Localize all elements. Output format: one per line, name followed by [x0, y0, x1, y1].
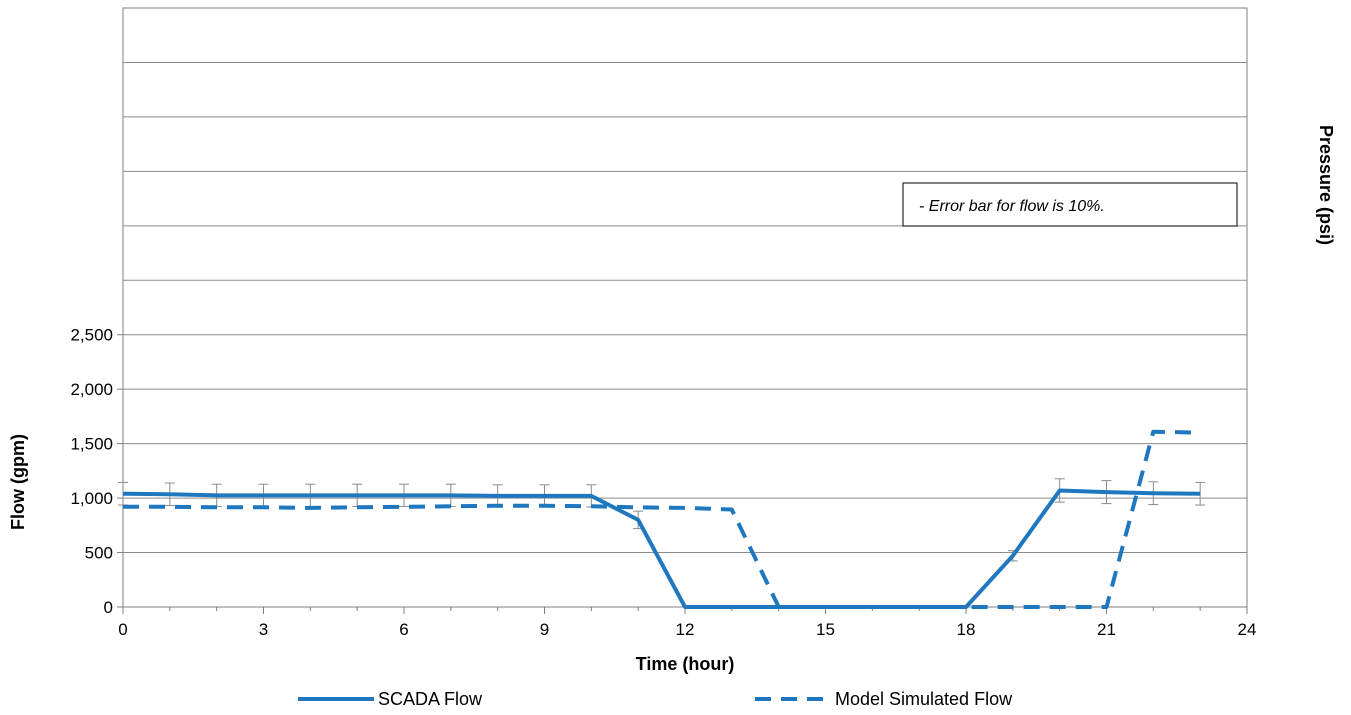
axes: 0 3 6 9 12 15 18 21 24 0 500 1,000 1,500 2,000 2,500: [70, 326, 1256, 639]
plot-area-border: [122, 7, 1248, 608]
legend-label: Model Simulated Flow: [835, 689, 1013, 709]
x-tick-label: 9: [540, 620, 549, 639]
x-axis-title: Time (hour): [636, 654, 735, 674]
annotation-box: - Error bar for flow is 10%.: [902, 182, 1238, 227]
y-tick-label: 2,500: [70, 326, 113, 345]
x-tick-label: 15: [816, 620, 835, 639]
error-bars: [118, 478, 1206, 562]
legend-label: SCADA Flow: [378, 689, 483, 709]
y-tick-label: 1,000: [70, 489, 113, 508]
x-tick-label: 0: [118, 620, 127, 639]
y-tick-label: 2,000: [70, 380, 113, 399]
x-tick-label: 12: [676, 620, 695, 639]
y2-axis-title: Pressure (psi): [1316, 125, 1336, 245]
x-tick-label: 21: [1097, 620, 1116, 639]
series-lines: [122, 429, 1201, 609]
gridlines: [123, 7, 1247, 608]
series-line-scada-flow: [122, 488, 1201, 609]
x-tick-label: 6: [399, 620, 408, 639]
y-tick-label: 0: [104, 598, 113, 617]
legend: SCADA Flow Model Simulated Flow: [298, 689, 1013, 709]
x-tick-label: 3: [259, 620, 268, 639]
y-tick-label: 500: [85, 544, 113, 563]
annotation-text: - Error bar for flow is 10%.: [919, 198, 1105, 215]
y-axis-title: Flow (gpm): [8, 434, 28, 530]
x-tick-label: 18: [957, 620, 976, 639]
y-tick-label: 1,500: [70, 435, 113, 454]
x-tick-label: 24: [1238, 620, 1257, 639]
